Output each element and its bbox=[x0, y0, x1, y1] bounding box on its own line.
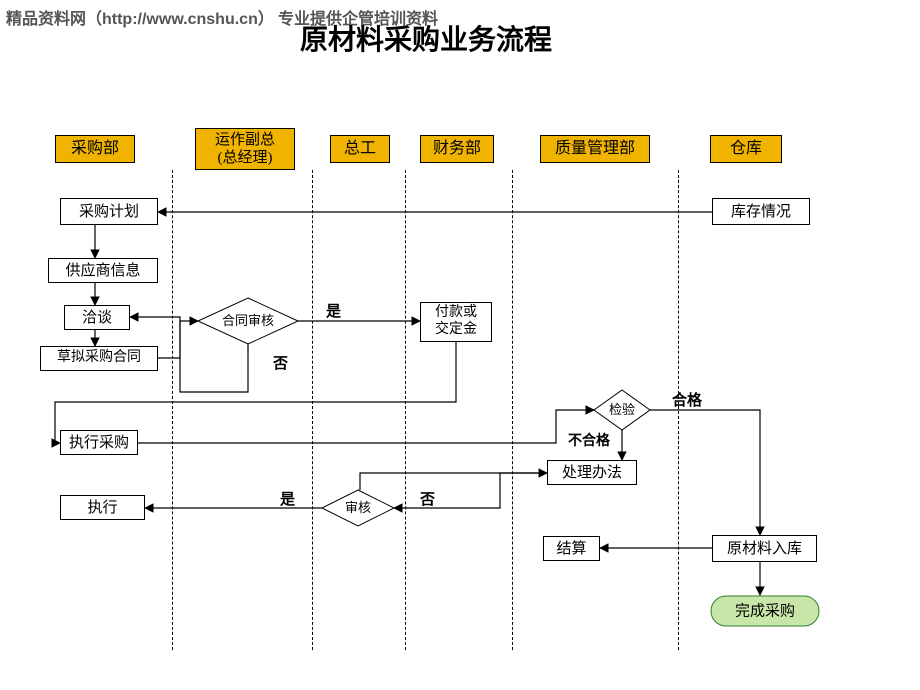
node-draft: 草拟采购合同 bbox=[40, 346, 158, 371]
node-pay: 付款或 交定金 bbox=[420, 302, 492, 342]
svg-text:合同审核: 合同审核 bbox=[222, 313, 274, 328]
lane-finance: 财务部 bbox=[420, 135, 494, 163]
lane-sep-4 bbox=[512, 170, 513, 650]
lane-quality: 质量管理部 bbox=[540, 135, 650, 163]
lane-warehouse: 仓库 bbox=[710, 135, 782, 163]
lane-sep-5 bbox=[678, 170, 679, 650]
lane-sep-1 bbox=[172, 170, 173, 650]
page-title: 原材料采购业务流程 bbox=[300, 18, 552, 58]
node-review1: 合同审核 bbox=[198, 298, 298, 344]
node-exec: 执行 bbox=[60, 495, 145, 520]
label-yes2: 是 bbox=[280, 488, 295, 509]
label-yes1: 是 bbox=[326, 300, 341, 321]
svg-text:审核: 审核 bbox=[345, 500, 371, 515]
label-fail: 不合格 bbox=[568, 430, 610, 450]
svg-text:检验: 检验 bbox=[609, 402, 635, 417]
node-supplier: 供应商信息 bbox=[48, 258, 158, 283]
lane-sep-2 bbox=[312, 170, 313, 650]
svg-text:完成采购: 完成采购 bbox=[735, 602, 795, 619]
lane-chief: 总工 bbox=[330, 135, 390, 163]
label-no1: 否 bbox=[273, 352, 288, 373]
node-execbuy: 执行采购 bbox=[60, 430, 138, 455]
edges bbox=[0, 0, 920, 690]
node-stock: 库存情况 bbox=[712, 198, 810, 225]
label-no2: 否 bbox=[420, 488, 435, 509]
node-settle: 结算 bbox=[543, 536, 600, 561]
node-negotiate: 洽谈 bbox=[64, 305, 130, 330]
node-inspect: 检验 bbox=[594, 390, 650, 430]
node-plan: 采购计划 bbox=[60, 198, 158, 225]
node-review2: 审核 bbox=[322, 490, 394, 526]
node-inbound: 原材料入库 bbox=[712, 535, 817, 562]
watermark-line1: 精品资料网（http://www.cnshu.cn） bbox=[6, 5, 274, 29]
node-done: 完成采购 bbox=[710, 595, 820, 627]
lane-purchasing: 采购部 bbox=[55, 135, 135, 163]
label-pass: 合格 bbox=[672, 389, 702, 410]
lane-sep-3 bbox=[405, 170, 406, 650]
node-handle: 处理办法 bbox=[547, 460, 637, 485]
flowchart-canvas: 精品资料网（http://www.cnshu.cn） 专业提供企管培训资料 原材… bbox=[0, 0, 920, 690]
lane-vp: 运作副总 (总经理) bbox=[195, 128, 295, 170]
